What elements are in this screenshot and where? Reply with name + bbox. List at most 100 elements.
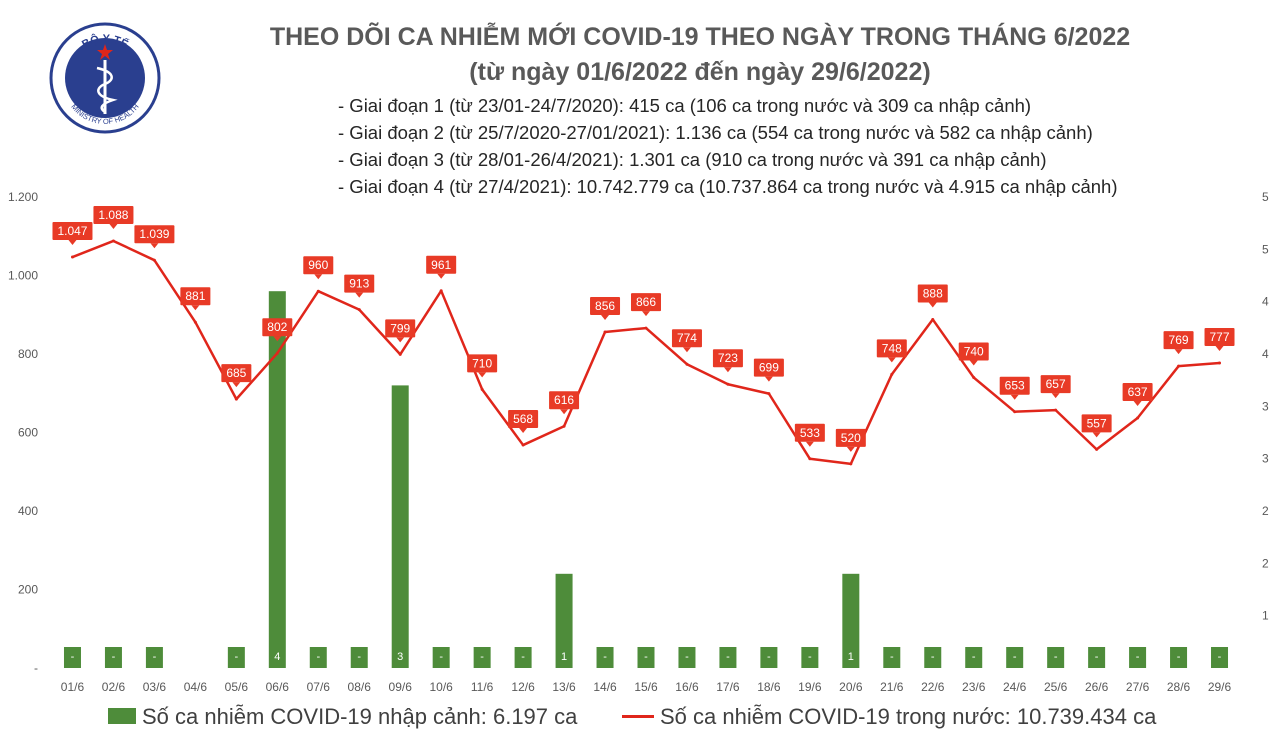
bar xyxy=(760,647,778,668)
bar-data-label: - xyxy=(71,651,75,663)
y-right-tick: 5 xyxy=(1262,242,1269,256)
line-label-pointer xyxy=(1092,432,1101,438)
bar-data-label: - xyxy=(1136,651,1140,663)
line-point xyxy=(1013,410,1017,414)
line-label-pointer xyxy=(273,336,282,342)
bar-data-label: - xyxy=(521,651,525,663)
line-point xyxy=(644,326,648,330)
logo-top-text: BỘ Y TẾ xyxy=(80,32,130,51)
bar-data-label: 1 xyxy=(561,651,567,663)
line-point xyxy=(70,255,74,259)
line-label-box xyxy=(1122,382,1153,401)
line-label-box xyxy=(794,423,825,442)
line-data-label: 856 xyxy=(595,299,615,313)
line-label-pointer xyxy=(519,428,528,434)
x-tick-label: 18/6 xyxy=(757,680,781,694)
line-point xyxy=(316,289,320,293)
y-left-tick: - xyxy=(34,661,38,675)
x-tick-label: 12/6 xyxy=(511,680,535,694)
x-tick-label: 02/6 xyxy=(102,680,126,694)
x-tick-label: 13/6 xyxy=(552,680,576,694)
x-tick-label: 17/6 xyxy=(716,680,740,694)
line-point xyxy=(1054,408,1058,412)
line-label-pointer xyxy=(846,446,855,452)
line-label-box xyxy=(835,428,866,447)
bar xyxy=(104,647,122,668)
line-point xyxy=(234,397,238,401)
line-data-label: 888 xyxy=(923,286,943,300)
bar xyxy=(678,647,696,668)
phase-note-1: - Giai đoạn 1 (từ 23/01-24/7/2020): 415 … xyxy=(338,95,1032,116)
line-data-label: 637 xyxy=(1128,385,1148,399)
line-label-pointer xyxy=(764,376,773,382)
bar-data-label: - xyxy=(1013,651,1017,663)
chart-title: THEO DÕI CA NHIỄM MỚI COVID-19 THEO NGÀY… xyxy=(269,23,1131,51)
bar xyxy=(1211,647,1229,668)
bar-data-label: - xyxy=(890,651,894,663)
line-label-pointer xyxy=(1174,349,1183,355)
bar-data-label: - xyxy=(767,651,771,663)
line-label-box xyxy=(1204,328,1235,347)
y-right-tick: 1 xyxy=(1262,609,1269,623)
line-data-label: 799 xyxy=(390,321,410,335)
line-label-pointer xyxy=(478,372,487,378)
x-tick-label: 26/6 xyxy=(1085,680,1109,694)
x-tick-label: 24/6 xyxy=(1003,680,1027,694)
line-data-label: 866 xyxy=(636,295,656,309)
bar xyxy=(63,647,81,668)
line-point xyxy=(603,330,607,334)
y-left-tick: 1.000 xyxy=(8,269,38,283)
line-point xyxy=(275,351,279,355)
x-tick-label: 16/6 xyxy=(675,680,699,694)
line-label-pointer xyxy=(68,240,77,246)
line-label-pointer xyxy=(723,367,732,373)
x-tick-label: 03/6 xyxy=(143,680,167,694)
bar-data-label: - xyxy=(808,651,812,663)
bar-data-label: - xyxy=(931,651,935,663)
x-tick-label: 11/6 xyxy=(471,680,494,694)
y-left-tick: 200 xyxy=(18,583,38,597)
line-label-box xyxy=(1040,375,1071,394)
line-label-pointer xyxy=(109,223,118,229)
line-point xyxy=(685,362,689,366)
line-data-label: 685 xyxy=(226,366,246,380)
line-point xyxy=(808,457,812,461)
x-tick-label: 19/6 xyxy=(798,680,822,694)
line-label-box xyxy=(1081,414,1112,433)
line-label-pointer xyxy=(969,360,978,366)
series-line xyxy=(72,239,1220,466)
bar-data-label: - xyxy=(685,651,689,663)
line-label-box xyxy=(426,255,457,274)
y-right-tick: 4 xyxy=(1262,347,1269,361)
line-data-label: 557 xyxy=(1087,416,1107,430)
line-label-box xyxy=(999,376,1030,395)
bar xyxy=(473,647,491,668)
bar xyxy=(801,647,819,668)
x-tick-label: 01/6 xyxy=(61,680,85,694)
line-data-label: 568 xyxy=(513,412,533,426)
bar xyxy=(268,291,286,668)
bar-data-label: - xyxy=(1095,651,1099,663)
legend-line-label: Số ca nhiễm COVID-19 trong nước: 10.739.… xyxy=(660,704,1157,729)
bar-data-label: - xyxy=(972,651,976,663)
line-label-box xyxy=(876,339,907,358)
line-point xyxy=(152,258,156,262)
line-point xyxy=(398,352,402,356)
line-label-pointer xyxy=(355,292,364,298)
line-label-pointer xyxy=(560,409,569,415)
line-point xyxy=(111,239,115,243)
bar xyxy=(842,573,860,668)
phase-note-3: - Giai đoạn 3 (từ 28/01-26/4/2021): 1.30… xyxy=(338,149,1047,170)
bar xyxy=(719,647,737,668)
x-tick-label: 15/6 xyxy=(634,680,658,694)
line-label-box xyxy=(93,205,134,224)
bar xyxy=(965,647,983,668)
line-label-box xyxy=(917,284,948,303)
line-point xyxy=(562,424,566,428)
line-label-pointer xyxy=(150,243,159,249)
bar-data-label: - xyxy=(1054,651,1058,663)
bar-data-label: - xyxy=(1218,651,1222,663)
line-data-label: 1.088 xyxy=(98,208,128,222)
line-data-label: 740 xyxy=(964,345,984,359)
bar-data-label: - xyxy=(316,651,320,663)
